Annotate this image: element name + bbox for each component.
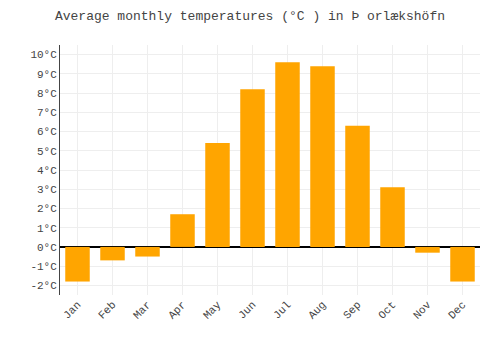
svg-text:1°C: 1°C	[37, 223, 57, 235]
svg-text:-2°C: -2°C	[30, 280, 57, 292]
svg-text:Jun: Jun	[236, 299, 258, 321]
svg-text:Sep: Sep	[341, 299, 363, 321]
svg-text:10°C: 10°C	[30, 49, 57, 61]
svg-text:Feb: Feb	[96, 299, 118, 321]
svg-text:4°C: 4°C	[37, 165, 57, 177]
svg-text:Dec: Dec	[446, 299, 468, 321]
svg-text:Aug: Aug	[306, 299, 328, 321]
svg-text:May: May	[201, 299, 224, 322]
svg-text:Jul: Jul	[271, 299, 293, 321]
svg-text:0°C: 0°C	[37, 242, 57, 254]
svg-text:Nov: Nov	[411, 299, 434, 322]
svg-text:Oct: Oct	[376, 299, 398, 321]
svg-text:7°C: 7°C	[37, 107, 57, 119]
svg-text:Apr: Apr	[166, 299, 188, 321]
svg-text:2°C: 2°C	[37, 203, 57, 215]
svg-text:8°C: 8°C	[37, 88, 57, 100]
svg-text:Jan: Jan	[61, 299, 83, 321]
svg-text:6°C: 6°C	[37, 126, 57, 138]
svg-text:Average monthly temperatures (: Average monthly temperatures (°C ) in Þ …	[55, 9, 445, 24]
svg-text:Mar: Mar	[131, 299, 153, 321]
svg-text:3°C: 3°C	[37, 184, 57, 196]
svg-text:5°C: 5°C	[37, 146, 57, 158]
svg-text:-1°C: -1°C	[30, 261, 57, 273]
svg-text:9°C: 9°C	[37, 69, 57, 81]
